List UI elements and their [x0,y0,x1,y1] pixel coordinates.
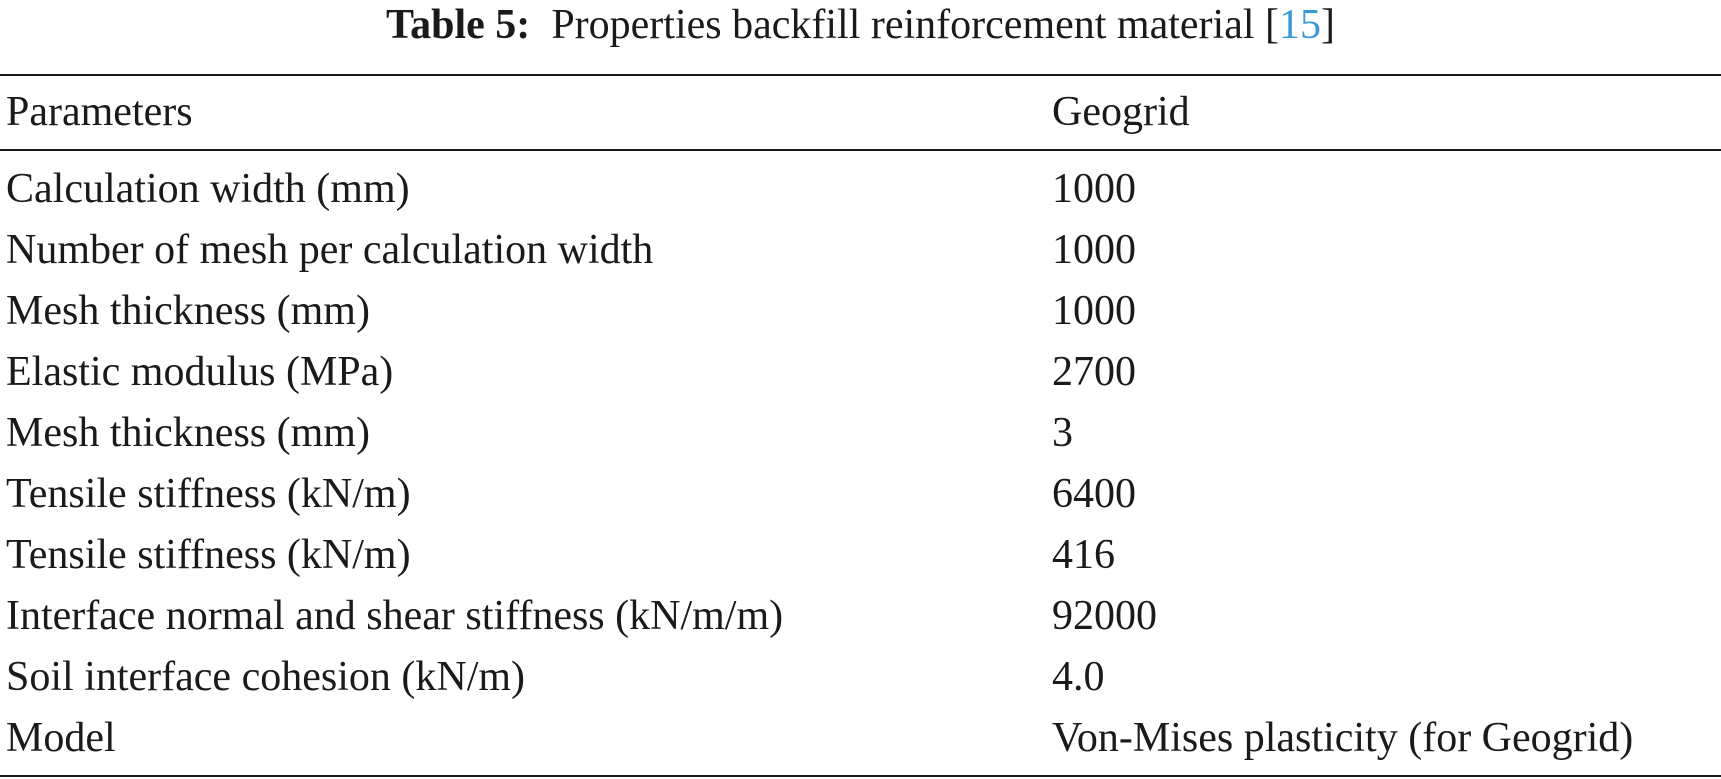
geogrid-value-cell: 4.0 [1052,654,1105,700]
geogrid-value-cell: 1000 [1052,166,1136,212]
geogrid-value-cell: 92000 [1052,593,1157,639]
table-header-row: Parameters Geogrid [0,82,1721,143]
parameter-cell: Elastic modulus (MPa) [6,349,394,395]
geogrid-value-cell: 1000 [1052,227,1136,273]
table-top-rule [0,74,1721,76]
reference-bracket-open: [ [1265,2,1280,48]
reference-link[interactable]: 15 [1279,2,1322,48]
table-row: Mesh thickness (mm) 1000 [0,281,1721,342]
geogrid-value-cell: 416 [1052,532,1115,578]
geogrid-value-cell: 6400 [1052,471,1136,517]
table-bottom-rule [0,775,1721,777]
table-header-rule [0,149,1721,151]
table-row: Elastic modulus (MPa) 2700 [0,342,1721,403]
parameter-cell: Number of mesh per calculation width [6,227,654,273]
table-row: Mesh thickness (mm) 3 [0,403,1721,464]
table-row: Calculation width (mm) 1000 [0,159,1721,220]
table-row: Interface normal and shear stiffness (kN… [0,586,1721,647]
parameter-cell: Calculation width (mm) [6,166,410,212]
table-caption-text: Properties backfill reinforcement materi… [551,2,1255,48]
geogrid-value-cell: 1000 [1052,288,1136,334]
table-row: Soil interface cohesion (kN/m) 4.0 [0,647,1721,708]
table-caption: Table 5: Properties backfill reinforceme… [0,0,1721,50]
table-caption-label: Table 5: [385,2,531,48]
header-geogrid: Geogrid [1052,89,1190,135]
parameter-cell: Mesh thickness (mm) [6,410,370,456]
parameter-cell: Mesh thickness (mm) [6,288,370,334]
parameter-cell: Interface normal and shear stiffness (kN… [6,593,784,639]
header-parameters: Parameters [6,89,193,135]
table-row: Tensile stiffness (kN/m) 6400 [0,464,1721,525]
table-row: Number of mesh per calculation width 100… [0,220,1721,281]
reference-bracket-close: ] [1321,2,1336,48]
geogrid-value-cell: 2700 [1052,349,1136,395]
geogrid-value-cell: 3 [1052,410,1073,456]
table-row: Model Von-Mises plasticity (for Geogrid) [0,708,1721,769]
geogrid-value-cell: Von-Mises plasticity (for Geogrid) [1052,715,1634,761]
parameter-cell: Model [6,715,116,761]
table-row: Tensile stiffness (kN/m) 416 [0,525,1721,586]
parameter-cell: Soil interface cohesion (kN/m) [6,654,526,700]
parameter-cell: Tensile stiffness (kN/m) [6,471,411,517]
parameter-cell: Tensile stiffness (kN/m) [6,532,411,578]
